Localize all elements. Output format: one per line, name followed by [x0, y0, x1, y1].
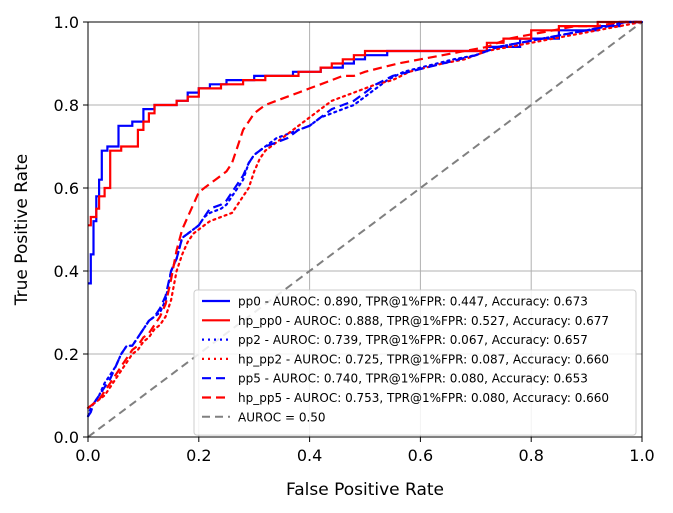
- y-tick-label: 1.0: [54, 13, 79, 32]
- x-axis-label: False Positive Rate: [286, 480, 444, 500]
- series-group: [86, 20, 644, 438]
- legend-label: pp0 - AUROC: 0.890, TPR@1%FPR: 0.447, Ac…: [238, 295, 588, 309]
- plot-frame: [87, 21, 643, 438]
- legend-label: pp2 - AUROC: 0.739, TPR@1%FPR: 0.067, Ac…: [238, 333, 588, 347]
- series-line-5: [87, 20, 642, 409]
- legend-label: hp_pp2 - AUROC: 0.725, TPR@1%FPR: 0.087,…: [238, 352, 609, 366]
- series-line-1: [88, 20, 642, 227]
- y-tick-label: 0.8: [54, 96, 79, 115]
- x-tick-label: 0.6: [408, 446, 433, 465]
- y-tick-label: 0.4: [54, 262, 79, 281]
- legend-label: hp_pp5 - AUROC: 0.753, TPR@1%FPR: 0.080,…: [238, 391, 609, 405]
- legend-box: [193, 289, 637, 436]
- series-line-2: [86, 20, 644, 418]
- x-tick-label: 0.4: [297, 446, 322, 465]
- ticks: 0.0 0.2 0.4 0.6 0.8 1.0 0.0 0.2 0.4 0.6 0.8 1.0: [54, 13, 655, 465]
- series-line-4: [87, 20, 642, 417]
- legend-label: AUROC = 0.50: [238, 410, 326, 424]
- series-line-6: [87, 21, 643, 438]
- y-tick-label: 0.0: [54, 428, 79, 447]
- x-tick-label: 1.0: [629, 446, 654, 465]
- legend: pp0 - AUROC: 0.890, TPR@1%FPR: 0.447, Ac…: [193, 289, 637, 436]
- y-axis-label: True Positive Rate: [12, 154, 32, 306]
- legend-label: hp_pp0 - AUROC: 0.888, TPR@1%FPR: 0.527,…: [238, 314, 609, 328]
- x-tick-label: 0.2: [186, 446, 211, 465]
- y-tick-label: 0.2: [54, 345, 79, 364]
- x-tick-label: 0.8: [518, 446, 543, 465]
- y-tick-label: 0.6: [54, 179, 79, 198]
- x-tick-label: 0.0: [75, 446, 100, 465]
- legend-label: pp5 - AUROC: 0.740, TPR@1%FPR: 0.080, Ac…: [238, 372, 588, 386]
